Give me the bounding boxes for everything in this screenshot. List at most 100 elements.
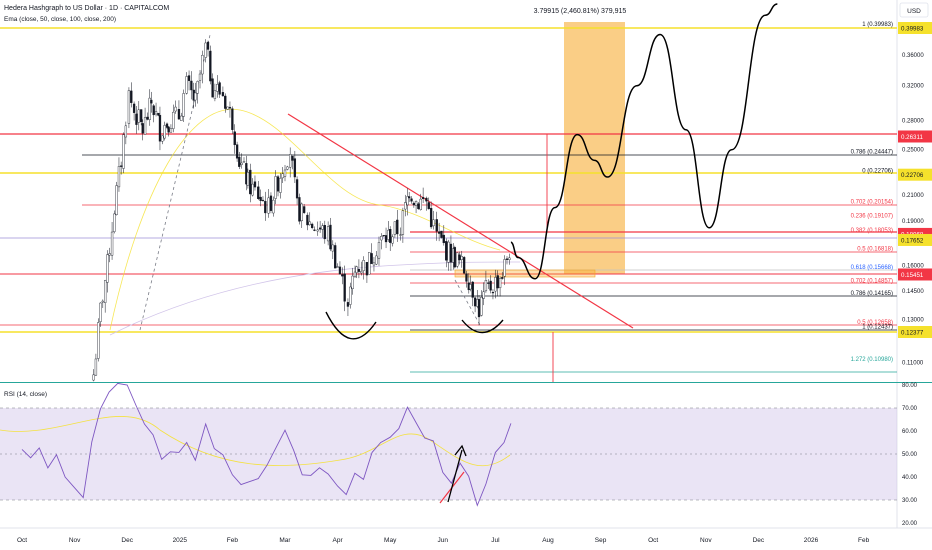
candle[interactable] <box>139 109 143 123</box>
candle[interactable] <box>251 183 254 196</box>
trend-line[interactable] <box>287 113 634 329</box>
candle[interactable] <box>391 236 394 244</box>
candle[interactable] <box>165 123 169 128</box>
candle[interactable] <box>213 90 217 99</box>
candle[interactable] <box>396 219 399 235</box>
candle[interactable] <box>370 253 373 264</box>
candle[interactable] <box>425 197 428 202</box>
candle[interactable] <box>449 243 453 263</box>
price-badge[interactable] <box>898 130 932 143</box>
candle[interactable] <box>267 197 270 214</box>
candle[interactable] <box>432 219 435 227</box>
candle[interactable] <box>372 262 376 266</box>
candle[interactable] <box>115 185 118 215</box>
candle[interactable] <box>308 221 311 226</box>
candle[interactable] <box>201 54 204 75</box>
candle[interactable] <box>233 131 236 146</box>
candle[interactable] <box>293 158 297 178</box>
candle[interactable] <box>169 128 173 133</box>
candle[interactable] <box>101 300 104 303</box>
candle[interactable] <box>471 281 474 298</box>
candle[interactable] <box>365 262 369 276</box>
candle[interactable] <box>174 106 177 112</box>
candle[interactable] <box>104 280 107 303</box>
candle[interactable] <box>261 199 265 202</box>
rsi-pane[interactable] <box>0 383 897 528</box>
candle[interactable] <box>196 81 199 94</box>
candle[interactable] <box>380 236 383 241</box>
candle[interactable] <box>453 247 457 268</box>
candle[interactable] <box>106 254 109 283</box>
candle[interactable] <box>508 257 511 261</box>
candle[interactable] <box>154 111 158 115</box>
candle[interactable] <box>336 266 339 268</box>
candle[interactable] <box>389 229 392 243</box>
candle[interactable] <box>435 219 438 232</box>
candle[interactable] <box>427 202 430 210</box>
candle[interactable] <box>130 90 133 103</box>
candle[interactable] <box>97 322 100 359</box>
candle[interactable] <box>442 234 445 244</box>
candle[interactable] <box>494 277 497 292</box>
candle[interactable] <box>216 84 219 92</box>
candle[interactable] <box>150 99 153 104</box>
candle[interactable] <box>329 224 332 250</box>
projection-box[interactable] <box>564 22 625 274</box>
candle[interactable] <box>496 275 499 289</box>
candle[interactable] <box>152 105 155 116</box>
candle[interactable] <box>404 202 407 210</box>
candle[interactable] <box>316 229 319 232</box>
candle[interactable] <box>110 231 114 256</box>
candle[interactable] <box>401 210 405 235</box>
candle[interactable] <box>487 282 490 284</box>
candle[interactable] <box>393 221 397 235</box>
rsi-arrow[interactable] <box>447 444 467 503</box>
candle[interactable] <box>399 234 402 236</box>
candle[interactable] <box>221 92 225 97</box>
candle[interactable] <box>272 199 275 214</box>
candle[interactable] <box>226 106 229 110</box>
candle[interactable] <box>209 50 212 82</box>
candle[interactable] <box>458 254 461 261</box>
candle[interactable] <box>211 78 214 98</box>
candle[interactable] <box>253 181 257 188</box>
candle[interactable] <box>331 244 334 252</box>
candle[interactable] <box>414 201 418 207</box>
candle[interactable] <box>357 269 361 272</box>
support-zone[interactable] <box>454 269 596 278</box>
candle[interactable] <box>117 166 121 188</box>
candle[interactable] <box>375 255 378 265</box>
candle[interactable] <box>108 253 111 256</box>
candle[interactable] <box>410 198 413 202</box>
candle[interactable] <box>92 374 95 381</box>
candle[interactable] <box>408 196 411 199</box>
candle[interactable] <box>456 252 459 267</box>
candle[interactable] <box>440 230 443 238</box>
candle[interactable] <box>353 271 357 278</box>
candle[interactable] <box>246 172 250 186</box>
price-badge[interactable] <box>898 168 932 181</box>
currency-label[interactable]: USD <box>907 8 921 15</box>
candle[interactable] <box>298 197 301 222</box>
candle[interactable] <box>269 195 273 211</box>
candle[interactable] <box>429 207 433 228</box>
candle[interactable] <box>218 82 221 95</box>
candle[interactable] <box>482 291 485 299</box>
candle[interactable] <box>505 258 509 260</box>
candle[interactable] <box>349 286 352 305</box>
candle[interactable] <box>224 95 227 109</box>
candle[interactable] <box>281 173 284 179</box>
candle[interactable] <box>242 161 246 163</box>
candle[interactable] <box>141 123 144 134</box>
candle[interactable] <box>146 116 149 120</box>
candle[interactable] <box>477 299 481 318</box>
candle[interactable] <box>279 178 282 193</box>
candle[interactable] <box>163 125 166 139</box>
candle[interactable] <box>465 273 468 282</box>
candle[interactable] <box>445 241 448 261</box>
candle[interactable] <box>274 176 277 199</box>
candle[interactable] <box>135 113 138 125</box>
candle[interactable] <box>127 90 131 124</box>
candle[interactable] <box>289 154 292 168</box>
candle[interactable] <box>362 260 365 271</box>
